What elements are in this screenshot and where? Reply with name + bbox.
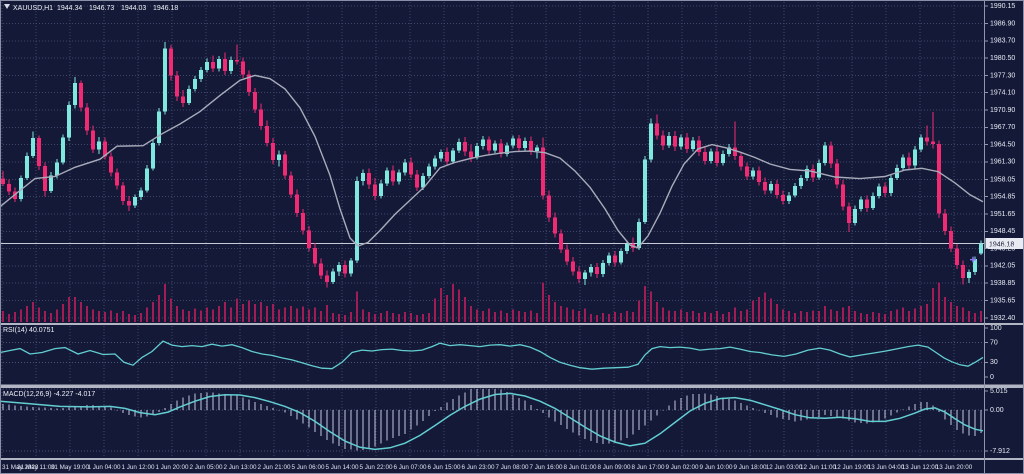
time-axis-label: 9 Jun 02:00 [666,464,699,471]
time-axis-label: 12 Jun 11:00 [800,464,836,471]
panel-separator[interactable] [0,384,1024,389]
panel-separators[interactable] [0,323,1024,460]
time-axis-label: 5 Jun 14:00 [326,464,359,471]
time-axis-label: 9 Jun 10:00 [700,464,733,471]
price-axis-label: 1967.70 [990,124,1015,131]
rsi-line [0,340,984,370]
time-axis-label: 8 Jun 01:00 [564,464,597,471]
price-axis-label: 1977.30 [990,72,1015,79]
rsi-axis-label: 30 [990,359,998,366]
price-axis-label: 1942.05 [990,263,1015,270]
macd-axis-label: 0.00 [990,407,1004,414]
time-axis-label: 9 Jun 18:00 [734,464,767,471]
rsi-axis-label: 70 [990,340,998,347]
price-axis-label: 1958.05 [990,176,1015,183]
time-axis-label: 8 Jun 17:00 [632,464,665,471]
price-axis-label: 1938.85 [990,280,1015,287]
tick-direction-icon [4,4,10,9]
grid-layer [0,2,984,457]
time-axis-label: 8 Jun 09:00 [598,464,631,471]
macd-axis-label: 5.015 [990,388,1008,395]
time-axis-label: 6 Jun 07:00 [394,464,427,471]
rsi-panel[interactable]: RSI(14) 40.0751 [0,327,984,370]
rsi-axis-label: 0 [990,374,994,381]
panel-separator[interactable] [0,458,1024,460]
time-axis-label: 7 Jun 16:00 [530,464,563,471]
time-axis-label: 13 Jun 20:00 [936,464,973,471]
price-axis-label: 1948.45 [990,228,1015,235]
time-axis-label: 13 Jun 12:00 [902,464,939,471]
time-axis-label: 12 Jun 03:00 [766,464,803,471]
price-axis-label: 1986.90 [990,20,1015,27]
time-axis-label: 1 Jun 12:00 [122,464,155,471]
time-axis-label: 5 Jun 22:00 [360,464,393,471]
price-axis-label: 1932.40 [990,315,1015,322]
price-axis-label: 1983.70 [990,38,1015,45]
price-axis-label: 1945.25 [990,245,1015,252]
ohlc-high: 1946.73 [89,5,114,12]
ohlc-close: 1946.18 [153,5,178,12]
volume-bars [2,282,982,322]
time-axis-label: 2 Jun 21:00 [258,464,291,471]
time-axis-label: 31 May 11:00 [17,464,55,471]
price-axis-label: 1935.65 [990,297,1015,304]
ohlc-low: 1944.03 [121,5,146,12]
price-axis-label: 1964.50 [990,141,1015,148]
rsi-label: RSI(14) 40.0751 [3,327,54,334]
price-axis-label: 1961.30 [990,159,1015,166]
price-axis-label: 1974.10 [990,90,1015,97]
price-axis[interactable]: 1946.18 1990.15 1986.90 1983.70 1980.50 1977… [984,0,1023,474]
moving-average-line [0,74,984,249]
time-axis-label: 1 Jun 20:00 [156,464,189,471]
macd-axis-label: -7.912 [990,448,1010,455]
trade-marker [970,256,976,263]
time-axis-label: 2 Jun 13:00 [224,464,257,471]
time-axis-label: 12 Jun 19:00 [834,464,871,471]
ohlc-open: 1944.34 [57,5,82,12]
time-axis-label: 2 Jun 05:00 [190,464,223,471]
macd-signal-line [0,392,984,451]
time-axis-label: 7 Jun 08:00 [496,464,529,471]
macd-panel[interactable]: MACD(12,26,9) -4.227 -4.017 [0,389,984,451]
price-axis-label: 1954.85 [990,194,1015,201]
current-price-label [985,238,1023,249]
price-axis-label: 1951.65 [990,211,1015,218]
time-axis-label: 13 Jun 04:00 [868,464,905,471]
macd-label: MACD(12,26,9) -4.227 -4.017 [3,391,95,398]
time-axis-label: 6 Jun 23:00 [462,464,495,471]
time-axis-label: 1 Jun 04:00 [88,464,121,471]
price-axis-label: 1980.50 [990,55,1015,62]
current-price-text: 1946.18 [989,242,1014,249]
time-axis-label: 31 May 19:00 [51,464,90,471]
ohlc-info-bar: XAUUSD,H1 1944.34 1946.73 1944.03 1946.1… [4,4,178,12]
rsi-axis-label: 100 [990,325,1002,332]
time-axis-label: 31 May 2023 [2,464,39,471]
time-axis-label: 5 Jun 06:00 [292,464,325,471]
price-axis-label: 1990.15 [990,3,1015,10]
panel-separator[interactable] [0,323,1024,325]
ohlc-symbol: XAUUSD,H1 [13,5,53,12]
price-axis-label: 1970.90 [990,107,1015,114]
time-axis-label: 6 Jun 15:00 [428,464,461,471]
